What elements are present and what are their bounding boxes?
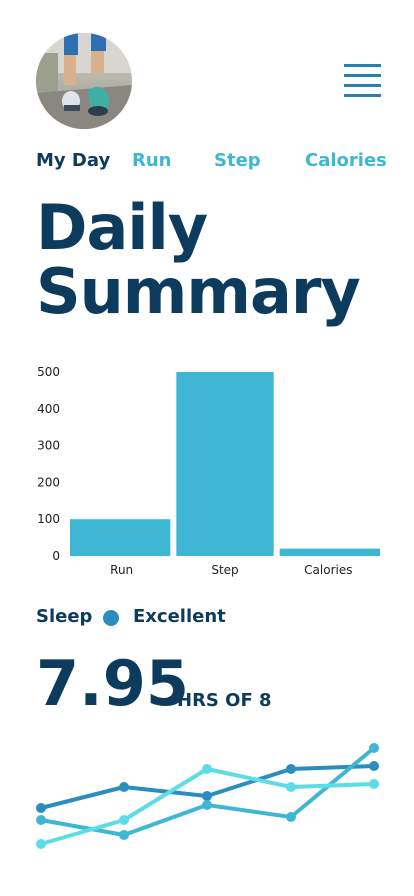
sleep-hours-value: 7.95 bbox=[36, 647, 189, 720]
bar-run bbox=[70, 519, 171, 556]
sleep-label: Sleep bbox=[36, 606, 93, 627]
avatar[interactable] bbox=[36, 33, 132, 129]
sleep-hours-target: HRS OF 8 bbox=[177, 690, 272, 711]
data-point bbox=[369, 779, 379, 789]
tab-step[interactable]: Step bbox=[214, 150, 261, 171]
y-tick-label: 100 bbox=[37, 512, 60, 526]
data-point bbox=[36, 839, 46, 849]
tab-my-day[interactable]: My Day bbox=[36, 150, 111, 171]
tab-run[interactable]: Run bbox=[132, 150, 172, 171]
sleep-line-chart bbox=[36, 743, 379, 849]
y-tick-label: 300 bbox=[37, 439, 60, 453]
bar-calories bbox=[279, 548, 380, 556]
x-tick-label: Run bbox=[110, 563, 133, 577]
page-title-line2: Summary bbox=[36, 255, 361, 328]
x-tick-label: Step bbox=[211, 563, 238, 577]
page-title-line1: Daily bbox=[36, 191, 208, 264]
data-point bbox=[286, 782, 296, 792]
y-tick-label: 400 bbox=[37, 402, 60, 416]
data-point bbox=[369, 761, 379, 771]
tab-bar: My Day Run Step Calories bbox=[0, 150, 414, 176]
y-tick-label: 200 bbox=[37, 475, 60, 489]
data-point bbox=[286, 812, 296, 822]
data-point bbox=[202, 800, 212, 810]
activity-bar-chart: 0 100 200 300 400 500 Run Step Calories bbox=[37, 365, 380, 577]
sleep-status: Excellent bbox=[133, 606, 226, 627]
data-point bbox=[286, 764, 296, 774]
status-dot-icon bbox=[103, 610, 119, 626]
y-tick-label: 0 bbox=[52, 549, 60, 563]
menu-icon[interactable] bbox=[344, 64, 381, 98]
page-title: Daily Summary bbox=[36, 191, 361, 328]
data-point bbox=[202, 791, 212, 801]
data-point bbox=[369, 743, 379, 753]
bar-step bbox=[176, 372, 274, 556]
y-tick-label: 500 bbox=[37, 365, 60, 379]
data-point bbox=[202, 764, 212, 774]
data-point bbox=[119, 830, 129, 840]
data-point bbox=[119, 815, 129, 825]
x-tick-label: Calories bbox=[304, 563, 352, 577]
tab-calories[interactable]: Calories bbox=[305, 150, 387, 171]
runner-photo bbox=[36, 33, 132, 129]
data-point bbox=[119, 782, 129, 792]
data-point bbox=[36, 815, 46, 825]
sleep-status-row: Sleep Excellent bbox=[36, 606, 396, 630]
data-point bbox=[36, 803, 46, 813]
